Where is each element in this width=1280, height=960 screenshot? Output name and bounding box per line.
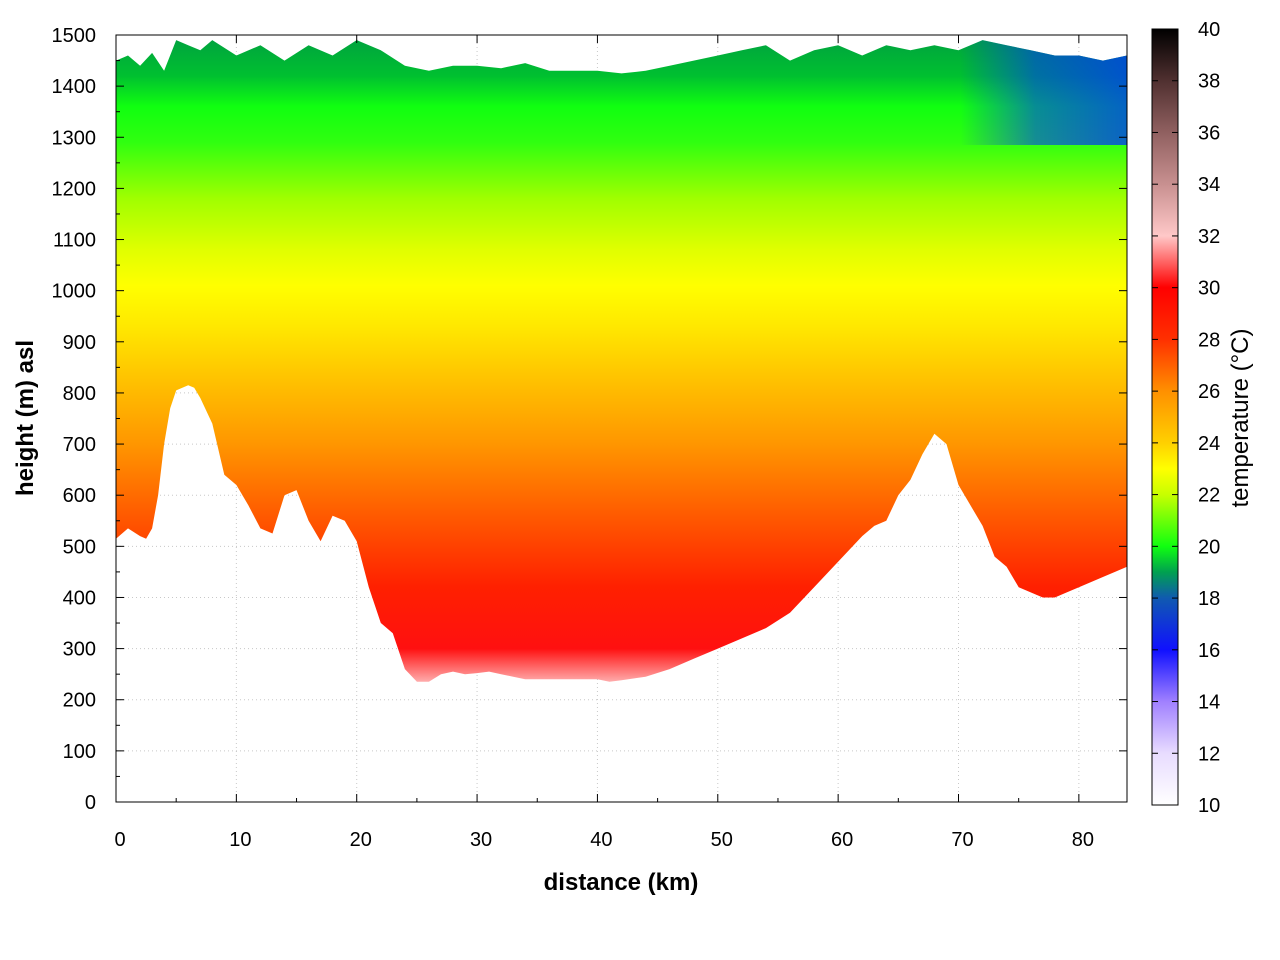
colorbar-tick-label: 36	[1198, 122, 1220, 144]
x-tick-label: 70	[951, 829, 973, 851]
colorbar-tick-label: 14	[1198, 692, 1220, 714]
colorbar-tick-label: 22	[1198, 485, 1220, 507]
x-tick-label: 40	[590, 829, 612, 851]
y-tick-label: 1000	[52, 281, 97, 303]
colorbar-title: temperature (°C)	[1227, 329, 1254, 508]
y-axis-ticks: 0 100 200 300 400 500 600 700 800 900 1000 1100 1200…	[52, 25, 1127, 814]
y-tick-label: 1200	[52, 178, 97, 200]
x-tick-label: 30	[470, 829, 492, 851]
y-tick-label: 0	[85, 792, 96, 814]
y-tick-label: 300	[63, 639, 96, 661]
y-tick-label: 1400	[52, 76, 97, 98]
colorbar-tick-label: 32	[1198, 226, 1220, 248]
y-axis-title: height (m) asl	[12, 340, 39, 496]
y-tick-label: 1100	[53, 230, 96, 252]
colorbar-tick-label: 38	[1198, 71, 1220, 93]
colorbar-ticks: 10 12 14 16 18 20 22 24 26 28 30 32 34 36 38 40	[1152, 19, 1220, 817]
y-tick-label: 700	[63, 434, 96, 456]
y-tick-label: 400	[63, 587, 96, 609]
y-tick-label: 800	[63, 383, 96, 405]
x-axis-ticks: 0 10 20 30 40 50 60 70 80	[114, 35, 1094, 851]
colorbar-tick-label: 34	[1198, 174, 1220, 196]
x-tick-label: 80	[1072, 829, 1094, 851]
colorbar-tick-label: 28	[1198, 329, 1220, 351]
y-tick-label: 1300	[52, 127, 97, 149]
colorbar-tick-label: 20	[1198, 536, 1220, 558]
y-tick-label: 500	[63, 536, 96, 558]
colorbar-tick-label: 12	[1198, 743, 1220, 765]
x-tick-label: 60	[831, 829, 853, 851]
colorbar-tick-label: 40	[1198, 19, 1220, 41]
colorbar-tick-label: 24	[1198, 433, 1220, 455]
x-tick-label: 0	[114, 829, 125, 851]
x-tick-label: 50	[711, 829, 733, 851]
colorbar	[1151, 28, 1179, 806]
x-tick-label: 10	[229, 829, 251, 851]
colorbar-tick-label: 30	[1198, 278, 1220, 300]
y-tick-label: 900	[63, 332, 96, 354]
y-tick-label: 100	[63, 741, 96, 763]
colorbar-tick-label: 10	[1198, 795, 1220, 817]
y-tick-label: 600	[63, 485, 96, 507]
colorbar-tick-label: 16	[1198, 640, 1220, 662]
colorbar-tick-label: 26	[1198, 381, 1220, 403]
y-tick-label: 200	[63, 690, 96, 712]
x-tick-label: 20	[350, 829, 372, 851]
y-tick-label: 1500	[52, 25, 97, 47]
x-axis-title: distance (km)	[544, 869, 699, 896]
colorbar-tick-label: 18	[1198, 588, 1220, 610]
